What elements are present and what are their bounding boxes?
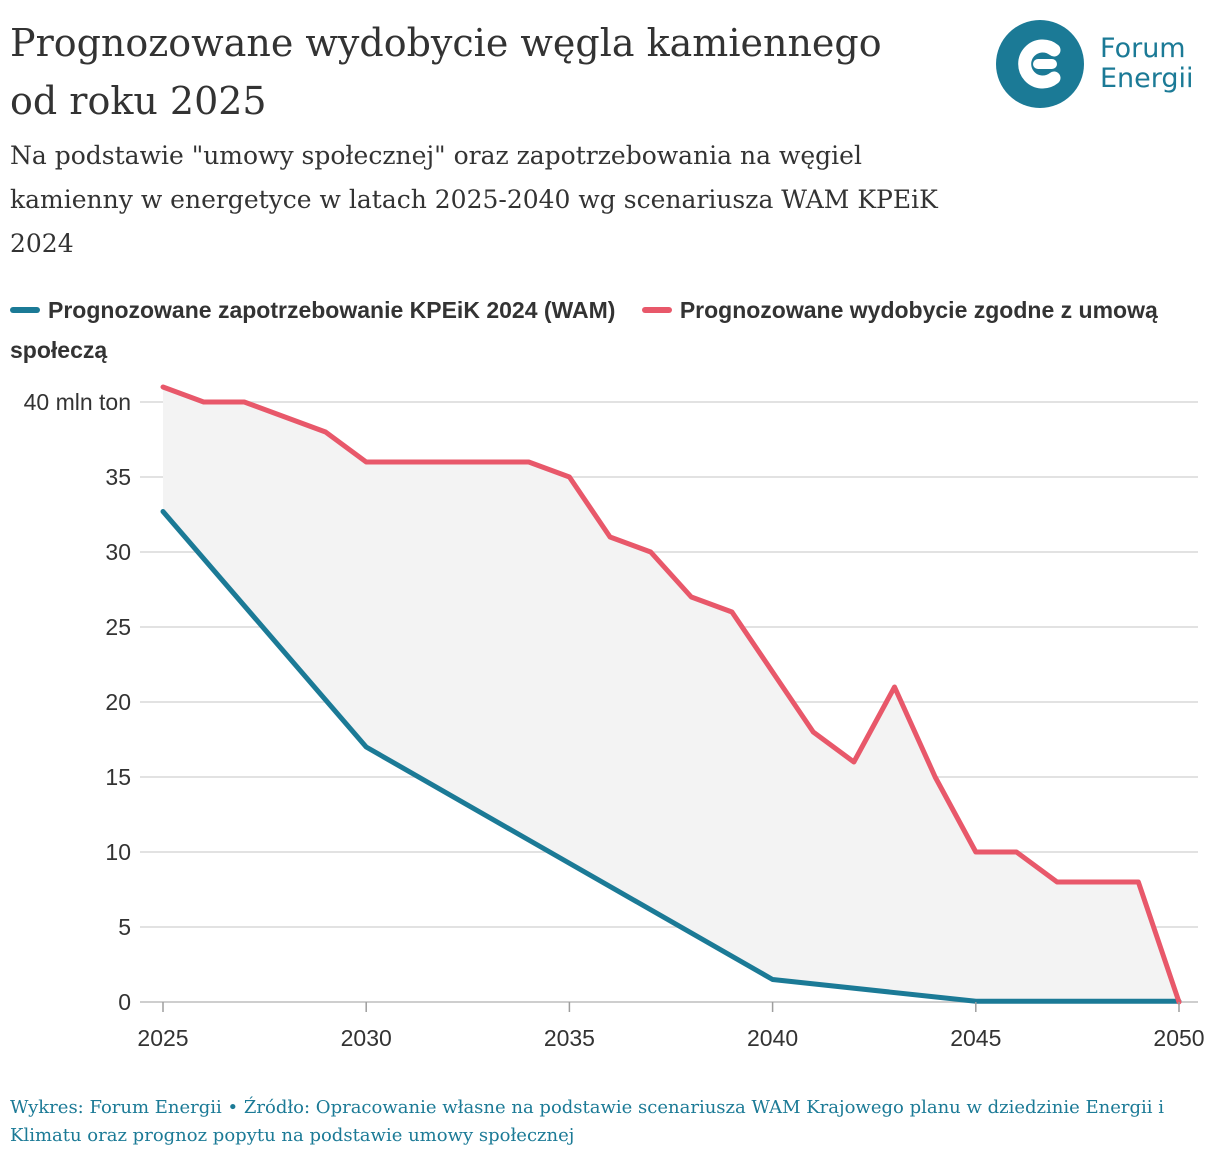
forum-energii-logo: Forum Energii: [994, 18, 1214, 110]
logo-line-2: Energii: [1100, 63, 1194, 94]
x-tick-label: 2050: [1153, 1025, 1204, 1051]
x-tick-label: 2035: [544, 1025, 595, 1051]
y-tick-label: 10: [105, 839, 131, 865]
legend-item-mining: Prognozowane wydobycie zgodne z umową sp…: [10, 297, 1158, 363]
y-tick-label: 35: [105, 464, 131, 490]
y-tick-label: 20: [105, 689, 131, 715]
chart-title: Prognozowane wydobycie węgla kamiennego …: [10, 21, 882, 123]
y-tick-label: 25: [105, 614, 131, 640]
x-tick-label: 2030: [341, 1025, 392, 1051]
chart-legend: Prognozowane zapotrzebowanie KPEiK 2024 …: [10, 290, 1200, 370]
logo-icon: [996, 20, 1084, 108]
legend-swatch-demand: [10, 306, 40, 313]
y-tick-label: 5: [118, 914, 131, 940]
series-line-mining: [160, 384, 1182, 1005]
x-tick-label: 2040: [747, 1025, 798, 1051]
area-fill: [163, 387, 1179, 1002]
chart-subtitle: Na podstawie "umowy społecznej" oraz zap…: [10, 141, 938, 258]
y-tick-label: 0: [118, 989, 131, 1015]
y-tick-label: 40 mln ton: [24, 389, 131, 415]
x-tick-label: 2025: [137, 1025, 188, 1051]
logo-line-1: Forum: [1100, 33, 1186, 64]
series-line-demand: [160, 509, 1182, 1004]
area-between-series: [163, 387, 1179, 1002]
x-axis: 2025 2030 2035 2040 2045 2050: [137, 1002, 1205, 1051]
logo-wordmark: Forum Energii: [1100, 34, 1194, 94]
legend-label-demand: Prognozowane zapotrzebowanie KPEiK 2024 …: [48, 297, 616, 323]
y-tick-label: 15: [105, 764, 131, 790]
legend-item-demand: Prognozowane zapotrzebowanie KPEiK 2024 …: [10, 297, 622, 323]
legend-label-mining: Prognozowane wydobycie zgodne z umową sp…: [10, 297, 1158, 363]
legend-swatch-mining: [641, 306, 672, 313]
series-lines: [160, 384, 1182, 1005]
chart-footer-source: Wykres: Forum Energii • Źródło: Opracowa…: [10, 1097, 1165, 1146]
x-tick-label: 2045: [950, 1025, 1001, 1051]
y-tick-label: 30: [105, 539, 131, 565]
